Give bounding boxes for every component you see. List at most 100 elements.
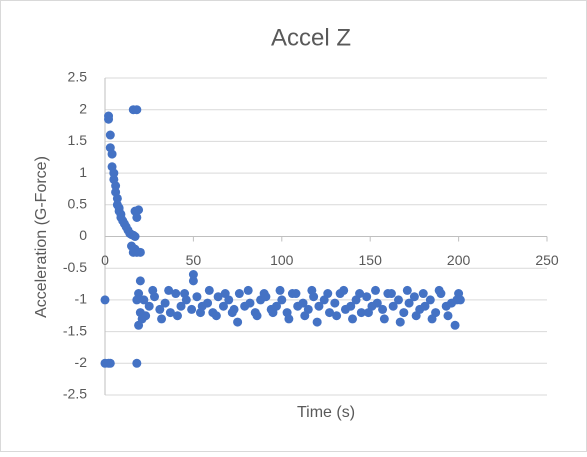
point bbox=[427, 314, 437, 324]
point bbox=[307, 285, 317, 295]
point bbox=[386, 289, 396, 299]
point bbox=[144, 301, 154, 311]
point bbox=[378, 304, 388, 314]
point bbox=[355, 289, 365, 299]
point bbox=[139, 295, 149, 305]
point bbox=[203, 298, 213, 308]
point bbox=[204, 285, 214, 295]
point bbox=[356, 308, 366, 318]
point bbox=[218, 301, 228, 311]
point bbox=[404, 298, 414, 308]
point bbox=[277, 295, 287, 305]
point bbox=[346, 301, 356, 311]
point bbox=[395, 317, 405, 327]
point bbox=[111, 181, 121, 191]
point bbox=[379, 314, 389, 324]
point bbox=[312, 317, 322, 327]
point bbox=[362, 292, 372, 302]
point bbox=[434, 285, 444, 295]
point bbox=[171, 289, 181, 299]
y-tick-label: 0 bbox=[79, 227, 87, 243]
point bbox=[325, 308, 335, 318]
y-tick-label: 2.5 bbox=[68, 69, 88, 85]
point bbox=[164, 285, 174, 295]
point bbox=[409, 292, 419, 302]
point bbox=[243, 285, 253, 295]
point bbox=[450, 320, 460, 330]
y-tick-label: -1 bbox=[75, 291, 88, 307]
point bbox=[425, 295, 435, 305]
point bbox=[141, 311, 151, 321]
point bbox=[130, 232, 140, 241]
point bbox=[220, 289, 230, 299]
point bbox=[165, 308, 175, 318]
point bbox=[388, 301, 398, 311]
point bbox=[135, 276, 145, 286]
point bbox=[172, 311, 182, 321]
x-tick-label: 50 bbox=[186, 252, 202, 268]
point bbox=[109, 168, 119, 178]
point bbox=[348, 314, 358, 324]
x-axis-label: Time (s) bbox=[297, 404, 355, 421]
point bbox=[399, 308, 409, 318]
x-tick-label: 150 bbox=[359, 252, 383, 268]
point bbox=[339, 285, 349, 295]
point bbox=[112, 193, 122, 203]
point bbox=[176, 301, 186, 311]
point bbox=[132, 212, 142, 222]
point bbox=[291, 289, 301, 299]
point bbox=[443, 311, 453, 321]
chart-title: Accel Z bbox=[271, 24, 351, 51]
x-tick-label: 200 bbox=[447, 252, 471, 268]
point bbox=[323, 289, 333, 299]
y-axis-label: Acceleration (G-Force) bbox=[33, 156, 50, 318]
point bbox=[192, 292, 202, 302]
point bbox=[227, 308, 237, 318]
point bbox=[155, 304, 165, 314]
x-tick-label: 100 bbox=[270, 252, 294, 268]
point bbox=[195, 308, 205, 318]
point bbox=[245, 298, 255, 308]
point bbox=[420, 301, 430, 311]
y-tick-label: -0.5 bbox=[63, 259, 87, 275]
point bbox=[132, 358, 142, 368]
point bbox=[252, 311, 262, 321]
point bbox=[134, 205, 144, 215]
point bbox=[234, 289, 244, 299]
point bbox=[363, 308, 373, 318]
point bbox=[298, 298, 308, 308]
point bbox=[213, 292, 223, 302]
y-tick-label: -2.5 bbox=[63, 386, 87, 402]
y-tick-label: 1 bbox=[79, 164, 87, 180]
point bbox=[393, 295, 403, 305]
point bbox=[454, 289, 464, 299]
point bbox=[402, 285, 412, 295]
y-tick-label: -2 bbox=[75, 354, 88, 370]
point bbox=[418, 289, 428, 299]
point bbox=[371, 285, 381, 295]
point bbox=[180, 289, 190, 299]
x-tick-label: 250 bbox=[535, 252, 559, 268]
point bbox=[132, 105, 142, 115]
point bbox=[100, 295, 110, 305]
point bbox=[314, 301, 324, 311]
point bbox=[268, 308, 278, 318]
point bbox=[187, 304, 197, 314]
point bbox=[284, 314, 294, 324]
point bbox=[107, 149, 117, 159]
point bbox=[104, 114, 114, 124]
point bbox=[105, 130, 115, 140]
point bbox=[275, 285, 285, 295]
x-tick-label: 0 bbox=[101, 252, 109, 268]
point bbox=[211, 311, 221, 321]
point bbox=[259, 289, 269, 299]
point bbox=[411, 311, 421, 321]
point bbox=[188, 276, 198, 286]
point bbox=[372, 298, 382, 308]
point bbox=[160, 298, 170, 308]
point bbox=[148, 285, 158, 295]
point bbox=[332, 311, 342, 321]
point bbox=[330, 298, 340, 308]
point bbox=[157, 314, 167, 324]
